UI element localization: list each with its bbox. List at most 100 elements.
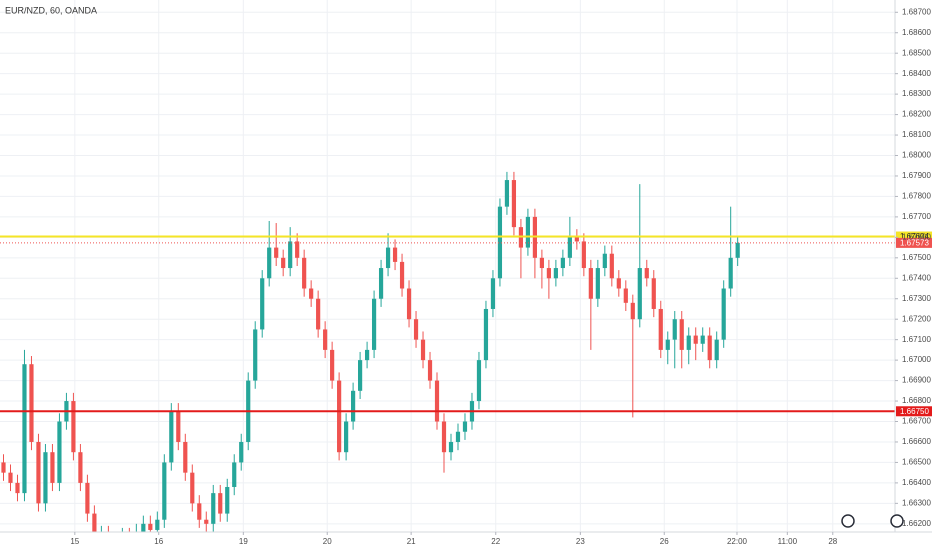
- candle-body: [735, 242, 740, 258]
- candle-body: [721, 288, 726, 340]
- candle-body: [679, 319, 684, 350]
- candle-body: [323, 329, 328, 350]
- x-tick-label: 28: [828, 537, 837, 546]
- y-tick-label: 1.67000: [902, 355, 931, 364]
- candle-body: [595, 268, 600, 299]
- candle-body: [155, 519, 160, 530]
- candle-body: [588, 268, 593, 299]
- y-tick-label: 1.66900: [902, 376, 931, 385]
- y-tick-label: 1.68000: [902, 151, 931, 160]
- candle-body: [36, 441, 41, 504]
- candle-body: [567, 237, 572, 258]
- icon: [841, 514, 855, 528]
- candle-body: [413, 319, 419, 340]
- candle-body: [672, 319, 677, 340]
- candle-body: [78, 452, 83, 483]
- candle-body: [476, 360, 482, 402]
- candle-body: [295, 241, 300, 258]
- candle-body: [448, 441, 454, 453]
- y-tick-label: 1.67800: [902, 192, 931, 201]
- y-tick-label: 1.66500: [902, 458, 931, 467]
- candle-body: [546, 268, 551, 279]
- candle-body: [232, 462, 237, 487]
- candle-body: [714, 339, 719, 361]
- candle-body: [644, 268, 649, 279]
- candle-body: [1, 462, 6, 473]
- candle-body: [211, 493, 216, 524]
- y-tick-label: 1.66800: [902, 396, 931, 405]
- candle-body: [197, 503, 202, 520]
- candle-body: [525, 216, 531, 248]
- candle-body: [616, 278, 621, 289]
- candle-body: [560, 257, 565, 269]
- candle-body: [309, 288, 314, 299]
- x-tick-label: 26: [660, 537, 669, 546]
- icon: [890, 514, 904, 528]
- candle-body: [92, 513, 97, 532]
- candle-body: [316, 298, 321, 330]
- candle-body: [274, 247, 279, 258]
- x-tick-label: 22: [491, 537, 500, 546]
- candle-body: [553, 268, 558, 279]
- candle-body: [330, 349, 335, 381]
- candle-body: [420, 339, 426, 361]
- candle-body: [651, 278, 656, 309]
- candle-body: [43, 452, 48, 504]
- candle-body: [637, 268, 642, 320]
- y-tick-label: 1.68700: [902, 7, 931, 16]
- candle-body: [190, 472, 195, 504]
- candle-body: [288, 241, 293, 269]
- y-tick-label: 1.66600: [902, 437, 931, 446]
- candle-body: [406, 288, 412, 320]
- candle-body: [483, 308, 489, 361]
- x-tick-label: 21: [407, 537, 416, 546]
- y-tick-label: 1.68600: [902, 28, 931, 37]
- price-level-tag: [896, 406, 932, 417]
- candle-body: [267, 247, 272, 279]
- candle-body: [50, 452, 55, 483]
- price-level-tag: [896, 231, 932, 242]
- candle-body: [253, 329, 258, 381]
- x-tick-label: 11:00: [778, 537, 798, 546]
- candle-body: [693, 335, 698, 344]
- candle-body: [358, 360, 363, 391]
- y-tick-label: 1.68500: [902, 48, 931, 57]
- candle-body: [148, 523, 153, 530]
- x-tick-label: 16: [154, 537, 163, 546]
- candle-body: [700, 335, 705, 344]
- price-level-label: 1.66750: [900, 407, 929, 416]
- x-tick-label: 22:00: [727, 537, 748, 546]
- candle-body: [71, 401, 76, 453]
- y-tick-label: 1.67500: [902, 253, 931, 262]
- candle-body: [434, 380, 440, 422]
- y-tick-label: 1.67600: [902, 232, 931, 241]
- candle-body: [218, 493, 223, 514]
- candle-body: [204, 519, 209, 524]
- x-tick-label: 19: [239, 537, 248, 546]
- candle-body: [162, 462, 167, 520]
- candle-body: [239, 441, 244, 463]
- candle-body: [665, 339, 670, 350]
- y-tick-label: 1.67400: [902, 273, 931, 282]
- y-tick-label: 1.66400: [902, 478, 931, 487]
- candle-body: [497, 206, 503, 279]
- candle-body: [176, 411, 181, 442]
- y-tick-label: 1.66300: [902, 498, 931, 507]
- candle-body: [337, 380, 342, 453]
- candle-body: [609, 253, 614, 279]
- candle-body: [385, 247, 391, 269]
- indicator-icons: [841, 514, 904, 528]
- candle-body: [351, 390, 356, 422]
- candle-body: [281, 257, 286, 269]
- y-tick-label: 1.66700: [902, 417, 931, 426]
- y-tick-label: 1.66200: [902, 519, 931, 528]
- candle-body: [630, 302, 635, 320]
- candle-body: [686, 335, 691, 350]
- candle-body: [344, 421, 349, 453]
- candle-body: [141, 523, 146, 532]
- candle-body: [511, 180, 517, 228]
